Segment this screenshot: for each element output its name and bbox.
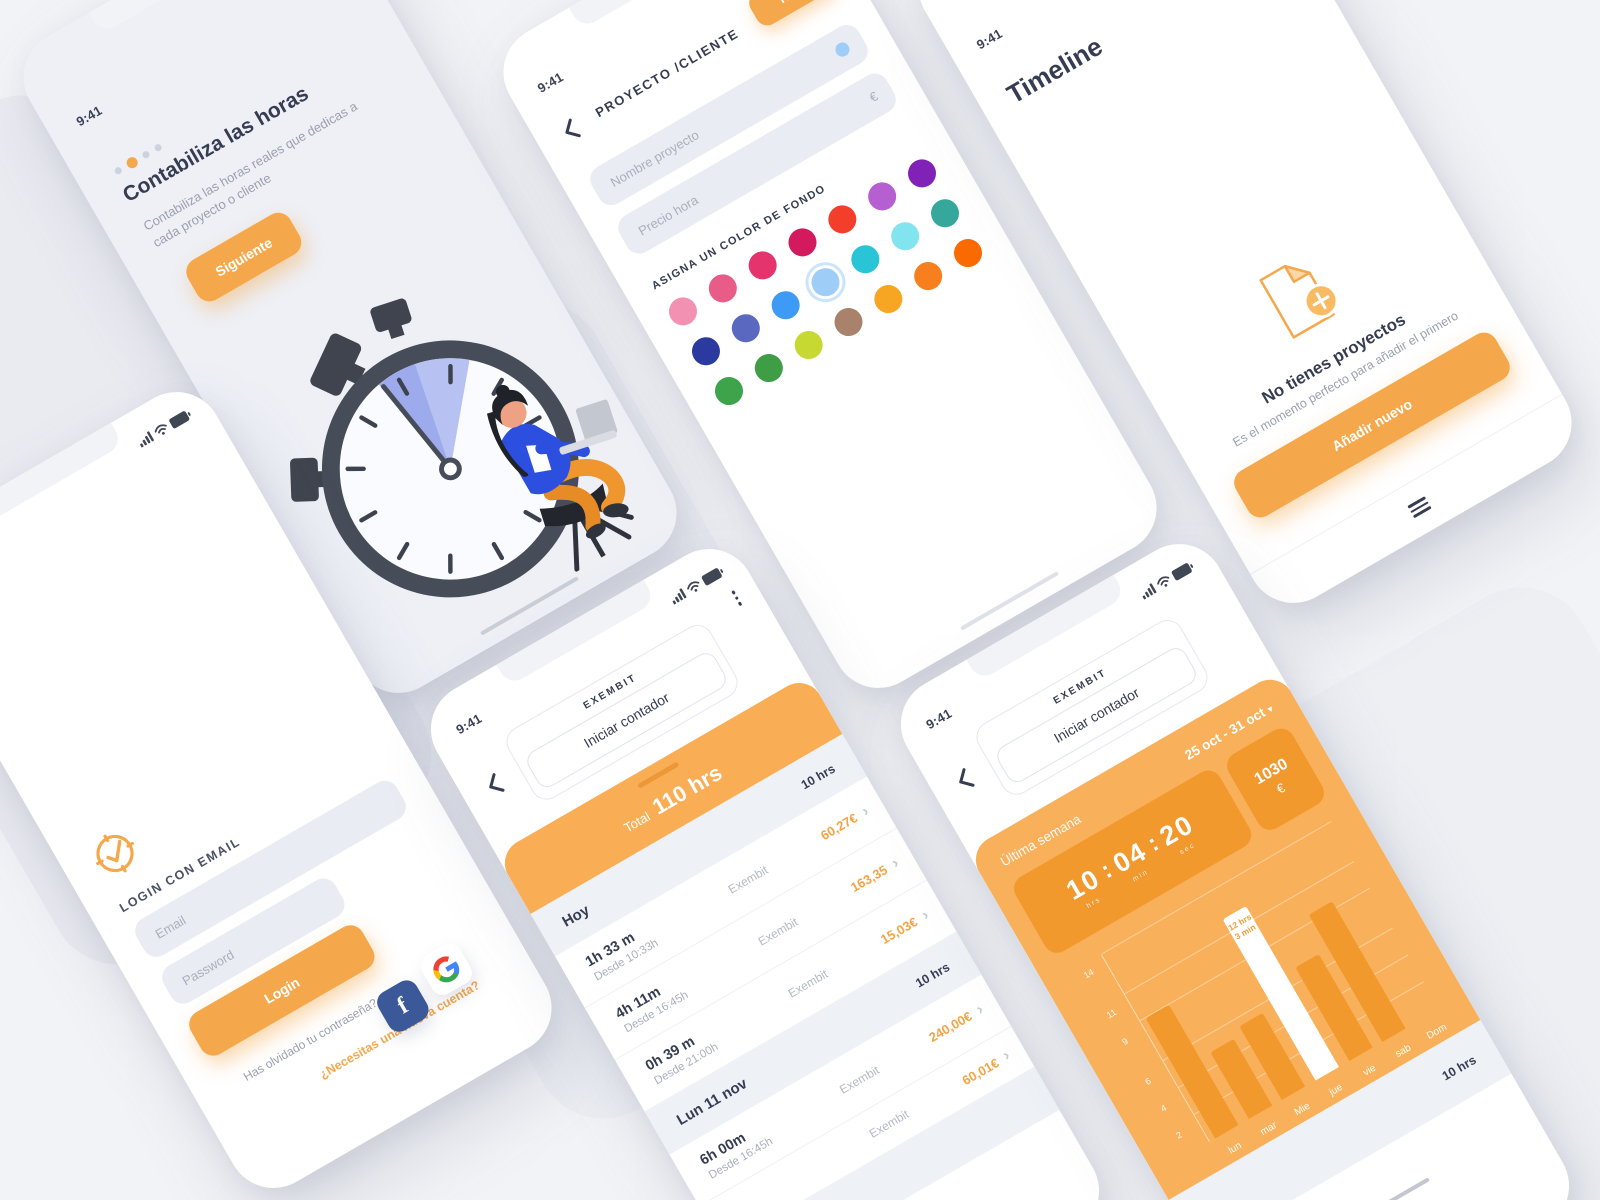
wifi-icon	[687, 581, 700, 592]
status-time: 9:41	[923, 705, 955, 733]
phone-tracker-list: 9:41 EXEMBIT Iniciar contador Total110 h…	[414, 532, 1116, 1200]
empty-state: No tienes proyectos Es el momento perfec…	[1122, 171, 1541, 537]
battery-icon	[701, 568, 724, 586]
home-indicator[interactable]	[1331, 1177, 1430, 1200]
color-swatch[interactable]	[846, 240, 885, 279]
back-icon[interactable]	[559, 117, 582, 143]
color-swatch[interactable]	[686, 332, 726, 371]
color-swatch[interactable]	[789, 325, 828, 365]
chevron-right-icon[interactable]: ›	[918, 906, 932, 924]
status-icons	[136, 409, 193, 448]
back-icon[interactable]	[953, 767, 976, 793]
color-swatch[interactable]	[703, 269, 742, 308]
phone-stats: 9:41 EXEMBIT Iniciar contador Última sem…	[884, 527, 1586, 1200]
color-swatch[interactable]	[886, 217, 925, 256]
page-dot[interactable]	[153, 142, 163, 153]
color-swatch[interactable]	[726, 309, 765, 348]
color-swatch[interactable]	[948, 233, 988, 273]
status-time: 9:41	[453, 710, 485, 738]
kebab-menu-icon[interactable]	[730, 590, 743, 607]
signal-icon	[672, 588, 687, 605]
bar-dom[interactable]	[1415, 1009, 1440, 1023]
color-swatch[interactable]	[863, 177, 902, 216]
phone-onboarding: 9:41 Contabiliza las horas Contabiliza l…	[6, 0, 694, 710]
total-label: Total	[621, 808, 653, 836]
color-swatch[interactable]	[909, 256, 948, 296]
status-icons	[669, 566, 726, 605]
chevron-right-icon[interactable]: ›	[999, 1046, 1014, 1065]
status-time: 9:41	[973, 25, 1005, 53]
login-form: LOGIN CON EMAIL f Login Has olvi	[58, 680, 532, 1141]
phone-login: LOGIN LOGIN CON EMAIL f	[0, 375, 569, 1200]
document-plus-icon	[1259, 264, 1339, 339]
color-swatch-selected[interactable]	[806, 263, 845, 302]
woman-with-laptop	[486, 384, 634, 572]
page-dot[interactable]	[113, 165, 124, 176]
section-total: 10 hrs	[1439, 1052, 1479, 1084]
color-swatch[interactable]	[925, 194, 965, 233]
google-icon	[433, 956, 460, 983]
signal-icon	[1142, 583, 1157, 600]
battery-icon	[169, 411, 191, 429]
chevron-right-icon[interactable]: ›	[888, 854, 902, 872]
back-icon[interactable]	[483, 772, 506, 798]
screen-title: Timeline	[1001, 30, 1108, 110]
status-icons	[1139, 561, 1196, 600]
color-swatch[interactable]	[766, 286, 805, 325]
signal-icon	[140, 431, 154, 448]
status-time: 9:41	[73, 102, 105, 130]
phone-notch	[88, 0, 249, 35]
color-swatch[interactable]	[709, 371, 749, 411]
clock-check-logo-icon	[96, 834, 134, 873]
color-swatch[interactable]	[869, 279, 908, 319]
menu-icon[interactable]	[1406, 494, 1433, 521]
facebook-login-button[interactable]: f	[372, 975, 433, 1037]
chevron-right-icon[interactable]: ›	[973, 1000, 987, 1018]
battery-icon	[1171, 563, 1194, 581]
color-swatch[interactable]	[743, 246, 782, 285]
color-swatch[interactable]	[902, 154, 942, 193]
stopwatch-illustration	[290, 298, 634, 598]
color-swatch[interactable]	[783, 223, 822, 262]
page-dot[interactable]	[141, 149, 151, 160]
social-login: f	[372, 939, 482, 1037]
dropdown-caret-icon: ▾	[1265, 703, 1276, 716]
color-swatch[interactable]	[663, 292, 703, 331]
page-dot-active[interactable]	[124, 155, 140, 171]
color-swatch[interactable]	[829, 302, 868, 342]
phone-timeline: 9:41 Timeline No tienes proyectos Es el …	[901, 0, 1589, 620]
clock-ticks	[345, 363, 556, 574]
google-login-button[interactable]	[416, 939, 477, 1000]
color-swatch[interactable]	[749, 348, 788, 388]
color-swatch[interactable]	[823, 200, 862, 239]
chevron-right-icon[interactable]: ›	[858, 802, 872, 820]
wifi-icon	[1157, 576, 1170, 587]
phone-project-form: 9:41 PROYECTO /CLIENTE Next € ASIGNA UN …	[486, 0, 1174, 705]
wifi-icon	[154, 424, 167, 435]
